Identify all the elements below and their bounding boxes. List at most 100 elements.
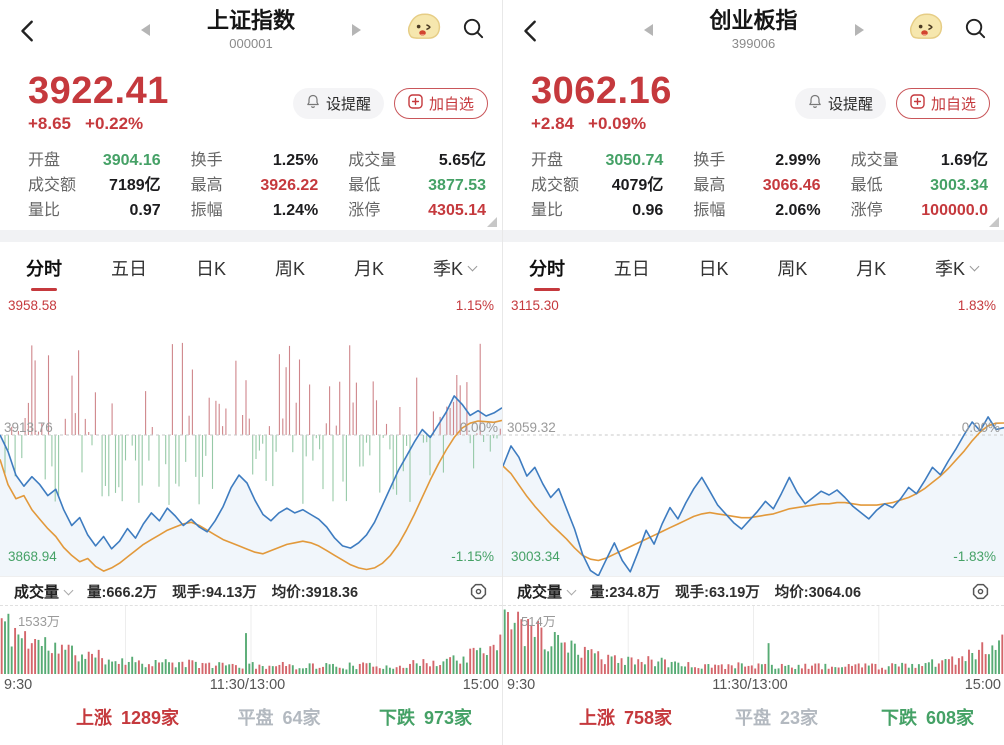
stat-label: 振幅 xyxy=(693,202,726,220)
bell-icon xyxy=(808,94,822,113)
stat-value: 7189亿 xyxy=(109,177,161,195)
expand-stats-icon[interactable] xyxy=(487,217,497,227)
stat-cell: 量比 0.97 xyxy=(28,202,161,220)
stat-cell: 振幅 1.24% xyxy=(191,202,319,220)
chart-high-pct-label: 1.83% xyxy=(957,298,996,313)
back-button[interactable] xyxy=(519,17,543,45)
tab-period[interactable]: 日K xyxy=(195,259,226,279)
volume-scale-label: 514万 xyxy=(521,614,556,629)
chart-midline-label: 3059.32 xyxy=(507,420,556,435)
avg-price-metric: 均价:3064.06 xyxy=(774,584,862,601)
avg-price-metric: 均价:3918.36 xyxy=(271,584,359,601)
tab-active-period[interactable]: 分时 xyxy=(529,255,565,281)
tab-period[interactable]: 日K xyxy=(698,259,729,279)
stat-label: 最低 xyxy=(348,177,381,195)
intraday-chart[interactable]: 3958.58 1.15% 3913.76 0.00% 3868.94 -1.1… xyxy=(0,294,502,576)
chart-low-pct-label: -1.15% xyxy=(451,549,494,564)
mascot-icon[interactable] xyxy=(908,12,943,50)
stat-label: 换手 xyxy=(190,152,223,169)
volume-chart[interactable]: 1533万 xyxy=(0,605,502,674)
stat-cell: 最低 3003.34 xyxy=(851,177,988,195)
stats-grid: 开盘 3904.16 换手 1.25% 成交量 5.65亿 成交额 7189亿 最高 3926.2… xyxy=(0,144,502,230)
stat-cell: 最低 3877.53 xyxy=(348,177,486,195)
tab-period[interactable]: 季K xyxy=(433,255,478,281)
current-price: 3922.41 xyxy=(28,69,169,112)
chevron-down-icon xyxy=(63,585,74,595)
stat-label: 最高 xyxy=(693,177,726,195)
chart-settings-icon[interactable] xyxy=(469,582,488,601)
indicator-selector[interactable]: 成交量 xyxy=(517,581,577,602)
tab-period[interactable]: 月K xyxy=(353,259,384,279)
page-title: 上证指数 xyxy=(206,8,295,33)
next-stock-arrow-icon[interactable] xyxy=(854,23,864,36)
breadth-gray: 平盘 23家 xyxy=(734,708,819,728)
stat-cell: 量比 0.96 xyxy=(531,202,663,220)
volume-chart[interactable]: 514万 xyxy=(503,605,1004,674)
stat-value: 2.99% xyxy=(775,152,821,169)
search-icon[interactable] xyxy=(963,16,988,46)
stat-value: 4079亿 xyxy=(611,177,664,195)
tab-period[interactable]: 季K xyxy=(935,255,980,281)
tab-period[interactable]: 周K xyxy=(274,259,305,279)
stat-cell: 开盘 3050.74 xyxy=(531,152,663,170)
tab-period[interactable]: 五日 xyxy=(110,259,147,279)
time-axis: 9:30 11:30/13:00 15:00 xyxy=(503,674,1004,697)
breadth-green: 下跌 973家 xyxy=(378,708,472,728)
stat-value: 100000.0 xyxy=(921,202,988,220)
volume-metric: 量:666.2万 xyxy=(87,584,158,601)
stat-value: 0.96 xyxy=(632,202,664,220)
mascot-icon[interactable] xyxy=(406,12,441,50)
stat-cell: 振幅 2.06% xyxy=(693,202,820,220)
stat-label: 最低 xyxy=(850,177,883,195)
stat-value: 3050.74 xyxy=(605,152,664,169)
chevron-down-icon xyxy=(566,585,577,595)
breadth-green: 下跌 608家 xyxy=(880,708,974,728)
add-watchlist-button[interactable]: 加自选 xyxy=(393,87,488,119)
set-alert-button[interactable]: 设提醒 xyxy=(794,87,886,119)
tab-period[interactable]: 周K xyxy=(777,259,808,279)
section-divider xyxy=(0,230,502,242)
search-icon[interactable] xyxy=(461,16,486,46)
stat-value: 5.65亿 xyxy=(438,152,486,169)
chart-period-tabs: 分时 五日 日K 周K 月K 季K xyxy=(0,242,502,294)
stat-cell: 成交量 1.69亿 xyxy=(851,152,988,170)
price-change: +2.84 +0.09% xyxy=(531,114,672,134)
prev-stock-arrow-icon[interactable] xyxy=(141,23,150,36)
stat-label: 量比 xyxy=(28,202,61,220)
set-alert-label: 设提醒 xyxy=(827,95,873,113)
page-title: 创业板指 xyxy=(709,8,798,33)
stock-panel-chinext: 创业板指 399006 3062.16 +2.84 +0.09% 设提 xyxy=(502,0,1004,745)
volume-metric: 量:234.8万 xyxy=(590,584,661,601)
stat-label: 开盘 xyxy=(531,152,564,169)
chart-midline-pct-label: 0.00% xyxy=(961,420,1000,435)
add-watchlist-button[interactable]: 加自选 xyxy=(895,87,990,119)
current-hands-metric: 现手:94.13万 xyxy=(172,584,257,601)
chart-midline-label: 3913.76 xyxy=(4,420,53,435)
prev-stock-arrow-icon[interactable] xyxy=(643,23,653,36)
tab-period[interactable]: 五日 xyxy=(613,259,650,279)
header-bar: 上证指数 000001 xyxy=(0,0,502,62)
intraday-chart[interactable]: 3115.30 1.83% 3059.32 0.00% 3003.34 -1.8… xyxy=(503,294,1004,576)
market-breadth-row: 上涨 1289家 平盘 64家 下跌 973家 xyxy=(0,697,502,745)
stock-code: 000001 xyxy=(229,36,273,52)
chart-period-tabs: 分时 五日 日K 周K 月K 季K xyxy=(503,242,1004,294)
back-button[interactable] xyxy=(16,17,40,45)
change-percent: +0.09% xyxy=(588,114,647,134)
stat-value: 2.06% xyxy=(775,202,821,220)
stat-cell: 开盘 3904.16 xyxy=(28,152,161,170)
expand-stats-icon[interactable] xyxy=(989,217,999,227)
current-price: 3062.16 xyxy=(531,69,672,112)
stat-value: 1.69亿 xyxy=(940,152,988,169)
axis-midday-time: 11:30/13:00 xyxy=(712,677,788,693)
chart-high-pct-label: 1.15% xyxy=(455,298,494,313)
tab-active-period[interactable]: 分时 xyxy=(26,255,62,281)
stat-cell: 最高 3926.22 xyxy=(191,177,319,195)
next-stock-arrow-icon[interactable] xyxy=(352,23,361,36)
set-alert-button[interactable]: 设提醒 xyxy=(292,87,384,119)
stats-grid: 开盘 3050.74 换手 2.99% 成交量 1.69亿 成交额 4079亿 最高 3066.4… xyxy=(503,144,1004,230)
chart-settings-icon[interactable] xyxy=(971,582,990,601)
tab-period[interactable]: 月K xyxy=(856,259,887,279)
header-bar: 创业板指 399006 xyxy=(503,0,1004,62)
volume-indicator-bar: 成交量 量:666.2万 现手:94.13万 均价:3918.36 xyxy=(0,576,502,605)
indicator-selector[interactable]: 成交量 xyxy=(14,581,74,602)
